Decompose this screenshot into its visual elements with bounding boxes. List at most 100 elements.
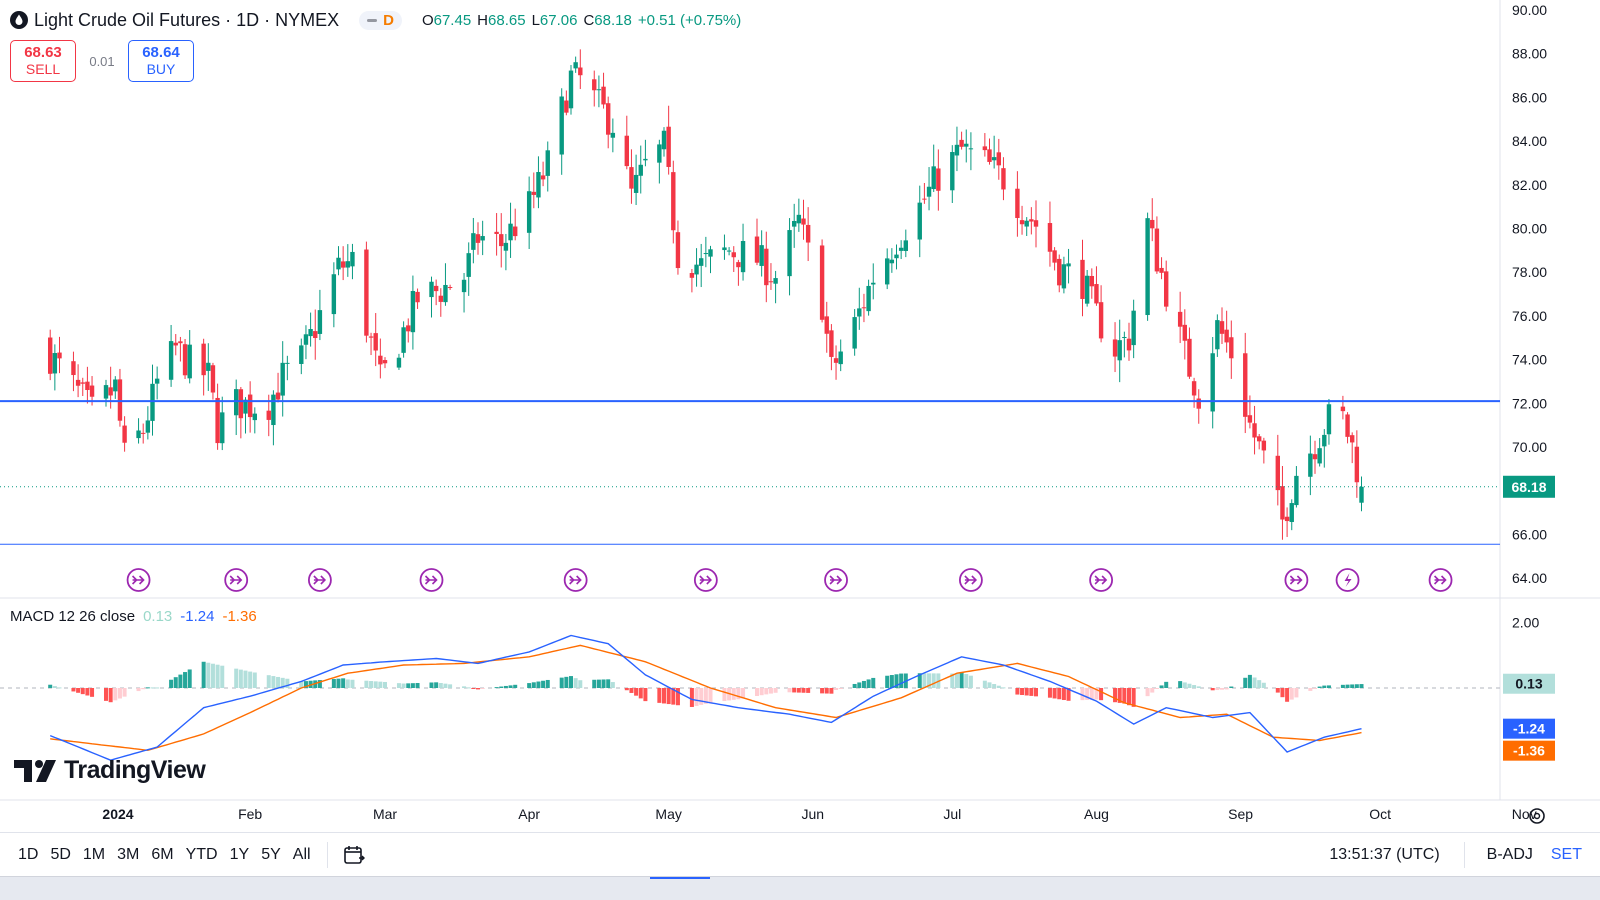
candle-body <box>926 186 932 197</box>
range-ytd[interactable]: YTD <box>185 845 218 863</box>
range-1d[interactable]: 1D <box>18 845 39 863</box>
bottom-scroll-strip[interactable] <box>0 876 1600 900</box>
candle-body <box>643 158 648 161</box>
range-1m[interactable]: 1M <box>82 845 106 863</box>
event-marker-icon[interactable] <box>126 568 151 592</box>
macd-histogram-bar <box>345 679 350 688</box>
candle-body <box>1322 434 1327 447</box>
event-marker-icon[interactable] <box>563 568 588 592</box>
buy-button[interactable]: 68.64 BUY <box>128 40 194 82</box>
candles <box>48 49 1364 540</box>
candle-body <box>996 152 1001 166</box>
macd-histogram-bar <box>982 680 987 688</box>
range-all[interactable]: All <box>292 845 311 863</box>
macd-histogram-bar <box>243 670 248 688</box>
candle-body <box>894 254 899 259</box>
candle-body <box>1257 436 1262 442</box>
macd-histogram-bar <box>968 675 973 688</box>
symbol-title[interactable]: Light Crude Oil Futures · 1D · NYMEX <box>34 9 340 30</box>
macd-histogram-bar <box>792 688 797 693</box>
macd-signal-line <box>50 644 1362 752</box>
candle-body <box>1308 453 1313 477</box>
macd-histogram-bar <box>578 680 583 688</box>
candle-body <box>136 430 141 439</box>
event-marker-icon[interactable] <box>959 568 983 592</box>
macd-histogram-bar <box>317 680 322 688</box>
delayed-badge: D <box>383 11 394 29</box>
candle-body <box>1326 404 1332 435</box>
chart-settings-icon[interactable] <box>1529 808 1545 824</box>
utc-clock[interactable]: 13:51:37 (UTC) <box>1329 846 1440 863</box>
range-6m[interactable]: 6M <box>151 845 174 863</box>
candle-body <box>145 420 151 433</box>
range-5d[interactable]: 5D <box>50 845 71 863</box>
candle-body <box>103 385 109 399</box>
macd-histogram-bar <box>350 679 355 688</box>
macd-histogram-bar <box>173 677 178 688</box>
candle-body <box>871 282 876 285</box>
price-tick-label: 84.00 <box>1512 133 1547 149</box>
macd-histogram-bar <box>406 683 411 688</box>
macd-histogram-bar <box>113 688 118 701</box>
scroll-thumb[interactable] <box>650 877 710 879</box>
sell-button[interactable]: 68.63 SELL <box>10 40 76 82</box>
candle-body <box>499 234 504 247</box>
macd-histogram-bar <box>992 684 997 688</box>
tradingview-watermark[interactable]: TradingView <box>14 756 206 785</box>
event-marker-icon[interactable] <box>1428 568 1453 592</box>
event-marker-icon[interactable] <box>307 568 332 592</box>
candle-body <box>1177 311 1183 327</box>
candle-body <box>1057 258 1062 286</box>
candle-body <box>764 248 769 286</box>
range-1y[interactable]: 1Y <box>229 845 250 863</box>
candle-body <box>991 157 997 161</box>
candle-body <box>340 261 346 268</box>
candle-body <box>1261 440 1267 451</box>
macd-histogram-bar <box>564 676 569 688</box>
macd-histogram-bar <box>1001 687 1006 689</box>
candle-body <box>396 357 402 368</box>
range-5y[interactable]: 5Y <box>261 845 281 863</box>
event-marker-icon[interactable] <box>1284 568 1309 592</box>
candle-body <box>699 258 704 266</box>
candle-body <box>657 144 662 163</box>
event-marker-icon[interactable] <box>824 568 848 592</box>
macd-histogram-bar <box>917 673 922 688</box>
macd-histogram-bar <box>1052 688 1057 699</box>
interval-pill[interactable]: D <box>359 10 402 30</box>
event-marker-icon[interactable] <box>693 568 718 592</box>
macd-histogram-bar <box>285 678 290 688</box>
event-marker-icon[interactable] <box>419 568 444 592</box>
calendar-goto-icon[interactable] <box>342 843 366 867</box>
candle-body <box>1084 275 1090 304</box>
h-val: 68.65 <box>488 11 526 29</box>
symbol-legend: Light Crude Oil Futures · 1D · NYMEX D O… <box>10 8 741 32</box>
back-adjust-toggle[interactable]: B-ADJ <box>1486 846 1533 863</box>
macd-histogram-bar <box>141 688 146 690</box>
event-marker-icon[interactable] <box>1089 568 1113 592</box>
candle-body <box>466 253 471 277</box>
macd-histogram-bar <box>266 675 271 688</box>
macd-legend[interactable]: MACD 12 26 close 0.13 -1.24 -1.36 <box>10 608 257 625</box>
macd-histogram-bar <box>1061 688 1066 701</box>
event-marker-lightning-icon[interactable] <box>1335 568 1360 592</box>
macd-histogram-bar <box>694 688 699 706</box>
macd-histogram-bar <box>117 688 122 699</box>
macd-histogram-bar <box>429 682 434 688</box>
candle-body <box>1182 324 1187 341</box>
candle-body <box>382 360 388 364</box>
trade-panel: 68.63 SELL 0.01 68.64 BUY <box>10 40 194 82</box>
candle-body <box>480 236 485 241</box>
event-markers <box>126 568 1453 592</box>
event-marker-icon[interactable] <box>224 568 249 592</box>
macd-histogram-bar <box>1192 685 1197 688</box>
price-tick-label: 76.00 <box>1512 308 1547 324</box>
candle-body <box>1252 423 1257 438</box>
sell-label: SELL <box>25 61 61 77</box>
macd-histogram-bar <box>462 686 467 688</box>
range-3m[interactable]: 3M <box>117 845 140 863</box>
macd-hist-value: 0.13 <box>143 608 173 625</box>
settlement-toggle[interactable]: SET <box>1550 846 1582 863</box>
